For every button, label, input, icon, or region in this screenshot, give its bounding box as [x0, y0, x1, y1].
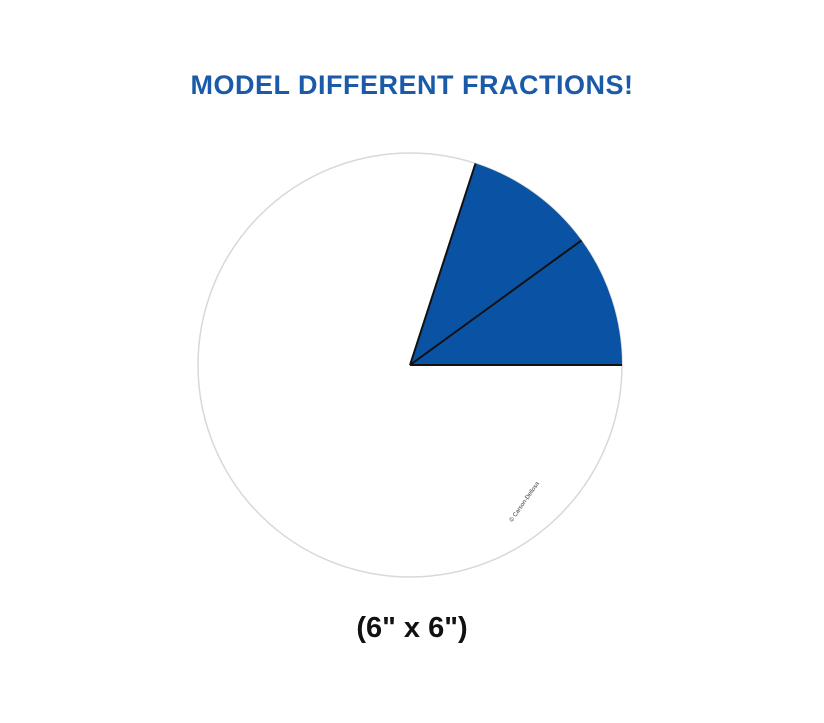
slice-divider-line: [409, 239, 583, 366]
slice-dividers: [409, 163, 622, 366]
shaded-slice: [410, 240, 622, 365]
fraction-circle-graphic: © Carson-Dellosa: [197, 152, 623, 578]
fraction-circle: © Carson-Dellosa: [186, 143, 636, 593]
size-caption: (6" x 6"): [356, 612, 468, 644]
shaded-slices: [410, 163, 622, 365]
headline: MODEL DIFFERENT FRACTIONS!: [190, 70, 634, 100]
slice-divider-line: [409, 163, 477, 366]
shaded-slice: [410, 163, 582, 365]
